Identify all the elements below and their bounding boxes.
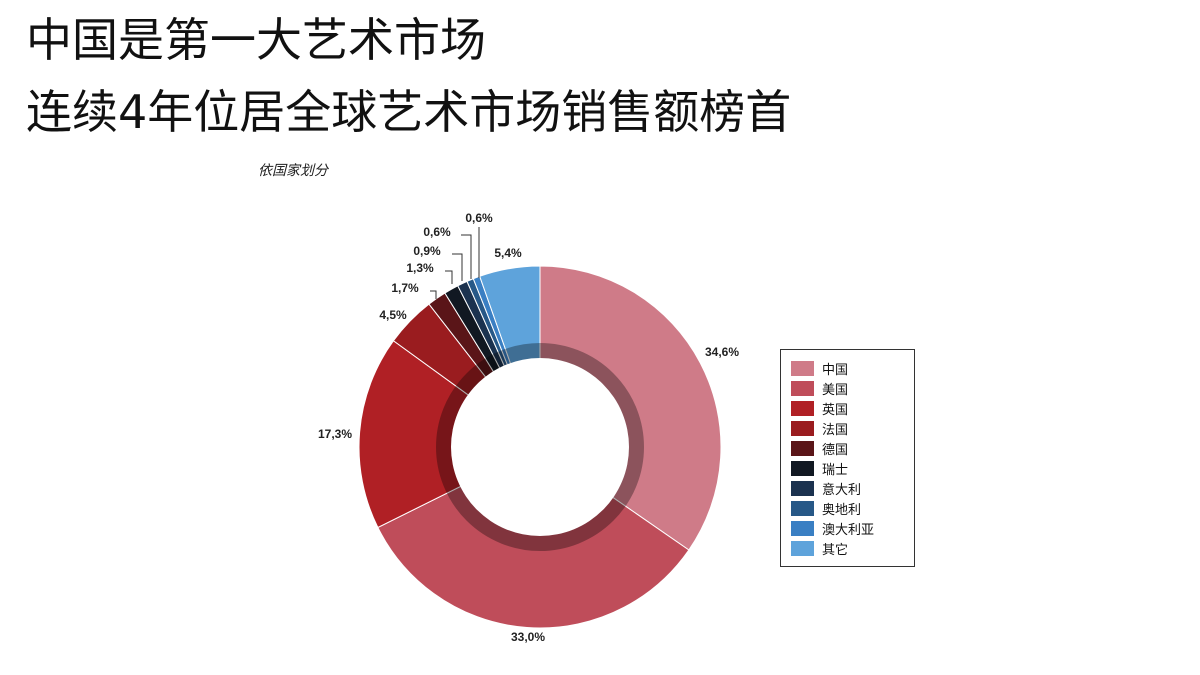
slice-value-label: 33,0% — [511, 630, 545, 644]
leader-line — [445, 270, 453, 284]
legend-swatch — [791, 440, 814, 456]
legend-label: 美国 — [822, 382, 849, 398]
legend-label: 英国 — [822, 402, 849, 418]
donut-hole — [451, 358, 629, 536]
legend-swatch — [791, 540, 814, 556]
legend-label: 奥地利 — [822, 502, 862, 518]
legend-item: 中国 — [791, 358, 914, 378]
slice-value-label: 0,6% — [465, 211, 493, 225]
legend-label: 其它 — [822, 542, 849, 558]
page-title-line-2: 连续4年位居全球艺术市场销售额榜首 — [26, 85, 792, 139]
legend-label: 意大利 — [822, 482, 862, 498]
legend-item: 德国 — [791, 438, 914, 458]
slice-value-label: 0,6% — [423, 225, 451, 239]
donut-inner-shadow-ring — [436, 343, 644, 551]
legend-swatch — [791, 420, 814, 436]
legend-item: 奥地利 — [791, 498, 914, 518]
chart-legend: 中国美国英国法国德国瑞士意大利奥地利澳大利亚其它 — [780, 349, 915, 567]
slice-value-label: 1,7% — [391, 281, 419, 295]
legend-label: 瑞士 — [822, 462, 849, 478]
slice-value-label: 1,3% — [406, 261, 434, 275]
slice-value-label: 5,4% — [494, 246, 522, 260]
legend-item: 其它 — [791, 538, 914, 558]
label-leader-lines — [430, 227, 480, 299]
legend-item: 澳大利亚 — [791, 518, 914, 538]
legend-swatch — [791, 400, 814, 416]
leader-line — [461, 234, 472, 279]
chart-subtitle: 依国家划分 — [258, 163, 328, 179]
slice-value-label: 17,3% — [318, 427, 352, 441]
legend-label: 德国 — [822, 442, 849, 458]
leader-line — [430, 290, 437, 299]
leader-line — [452, 253, 463, 281]
legend-label: 澳大利亚 — [822, 522, 875, 538]
legend-swatch — [791, 380, 814, 396]
slice-value-label: 0,9% — [413, 244, 441, 258]
legend-swatch — [791, 520, 814, 536]
legend-item: 意大利 — [791, 478, 914, 498]
slice-value-label: 4,5% — [379, 308, 407, 322]
legend-swatch — [791, 360, 814, 376]
slice-value-label: 34,6% — [705, 345, 739, 359]
legend-label: 中国 — [822, 362, 849, 378]
legend-item: 瑞士 — [791, 458, 914, 478]
legend-swatch — [791, 460, 814, 476]
legend-swatch — [791, 480, 814, 496]
legend-item: 法国 — [791, 418, 914, 438]
page-title-line-1: 中国是第一大艺术市场 — [26, 13, 486, 67]
legend-swatch — [791, 500, 814, 516]
slice-labels: 34,6% 33,0% 17,3% 4,5% 1,7% 1,3% 0,9% 0,6% 0,6% 5… — [318, 211, 739, 644]
legend-item: 英国 — [791, 398, 914, 418]
legend-item: 美国 — [791, 378, 914, 398]
legend-label: 法国 — [822, 422, 849, 438]
